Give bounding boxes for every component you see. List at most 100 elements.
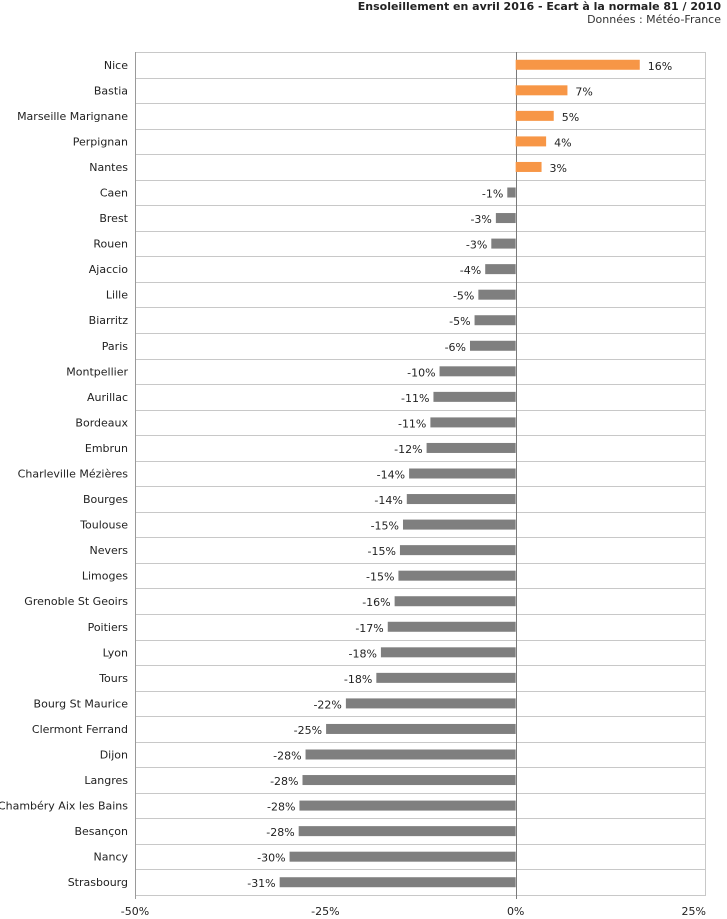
category-label: Clermont Ferrand <box>32 723 128 736</box>
bar-22 <box>387 621 516 632</box>
bar-19 <box>399 545 516 556</box>
chart-header: Ensoleillement en avril 2016 - Ecart à l… <box>358 0 721 26</box>
gridlines <box>135 52 706 899</box>
category-label: Marseille Marignane <box>17 110 128 123</box>
bar-2 <box>515 110 554 121</box>
x-tick-label: -50% <box>121 905 149 918</box>
chart-subtitle: Données : Météo-France <box>587 13 721 26</box>
category-label: Embrun <box>85 442 128 455</box>
bar-12 <box>439 366 516 377</box>
category-label: Poitiers <box>88 621 129 634</box>
data-label: 5% <box>562 111 579 124</box>
category-label: Brest <box>99 212 128 225</box>
category-label: Charleville Mézières <box>18 468 129 481</box>
data-label: -1% <box>482 188 503 201</box>
bar-31 <box>289 851 516 862</box>
category-label: Toulouse <box>79 519 128 532</box>
category-label: Limoges <box>82 570 128 583</box>
bar-1 <box>515 85 568 96</box>
data-label: -6% <box>445 341 466 354</box>
bar-25 <box>345 698 516 709</box>
bar-11 <box>469 340 516 351</box>
bar-24 <box>376 672 516 683</box>
category-label: Caen <box>100 187 128 200</box>
data-label: -17% <box>355 622 383 635</box>
category-label: Biarritz <box>89 314 129 327</box>
bars <box>279 59 640 888</box>
category-label: Aurillac <box>87 391 128 404</box>
category-label: Nice <box>104 59 128 72</box>
category-label: Strasbourg <box>68 876 128 889</box>
category-label: Nevers <box>89 544 128 557</box>
bar-3 <box>515 136 547 147</box>
data-label: -18% <box>344 673 372 686</box>
category-label: Chambéry Aix les Bains <box>0 800 128 813</box>
bar-28 <box>302 775 516 786</box>
data-label: 7% <box>575 85 592 98</box>
data-label: -25% <box>294 724 322 737</box>
bar-15 <box>426 442 516 453</box>
category-label: Langres <box>84 774 128 787</box>
bar-32 <box>279 877 516 888</box>
data-label: -16% <box>362 596 390 609</box>
bar-0 <box>515 59 640 70</box>
bar-13 <box>433 391 516 402</box>
data-label: -5% <box>453 290 474 303</box>
bar-21 <box>394 596 516 607</box>
data-label: -15% <box>366 571 394 584</box>
x-tick-label: 25% <box>682 905 706 918</box>
data-label: -14% <box>377 469 405 482</box>
category-label: Bastia <box>94 84 128 97</box>
x-tick-label: 0% <box>507 905 524 918</box>
bar-8 <box>485 264 516 275</box>
data-label: -15% <box>368 545 396 558</box>
bar-16 <box>409 468 516 479</box>
data-label: -10% <box>407 366 435 379</box>
data-label: -15% <box>371 520 399 533</box>
data-label: -3% <box>470 213 491 226</box>
bar-17 <box>406 494 516 505</box>
bar-14 <box>430 417 516 428</box>
category-label: Nancy <box>94 851 129 864</box>
data-label: -22% <box>313 698 341 711</box>
category-label: Grenoble St Geoirs <box>24 595 128 608</box>
category-label: Tours <box>98 672 128 685</box>
bar-18 <box>402 519 516 530</box>
bar-9 <box>478 289 516 300</box>
bar-27 <box>305 749 516 760</box>
chart-title: Ensoleillement en avril 2016 - Ecart à l… <box>357 0 721 13</box>
data-label: -18% <box>348 647 376 660</box>
bar-4 <box>515 161 542 172</box>
data-label: -28% <box>267 801 295 814</box>
category-label: Bourg St Maurice <box>34 697 129 710</box>
data-label: -3% <box>466 239 487 252</box>
data-label: -28% <box>266 826 294 839</box>
category-label: Besançon <box>74 825 128 838</box>
data-label: -31% <box>247 877 275 890</box>
category-label: Lyon <box>103 646 128 659</box>
data-label: -4% <box>460 264 481 277</box>
data-label: -30% <box>257 852 285 865</box>
bar-10 <box>474 315 516 326</box>
data-label: -14% <box>374 494 402 507</box>
category-label: Montpellier <box>66 365 128 378</box>
bar-30 <box>298 826 516 837</box>
data-label: 16% <box>648 60 672 73</box>
bar-20 <box>398 570 516 581</box>
data-label: -11% <box>398 417 426 430</box>
category-label: Dijon <box>100 749 128 762</box>
data-label: -28% <box>270 775 298 788</box>
category-label: Ajaccio <box>89 263 128 276</box>
bar-29 <box>299 800 516 811</box>
labels: Nice 16% Bastia 7% Marseille Marignane 5% Perp… <box>0 59 706 918</box>
bar-23 <box>380 647 516 658</box>
data-label: -28% <box>273 750 301 763</box>
bar-5 <box>507 187 516 198</box>
data-label: -5% <box>449 315 470 328</box>
category-label: Bourges <box>83 493 128 506</box>
bar-26 <box>326 723 516 734</box>
category-label: Nantes <box>89 161 128 174</box>
bar-6 <box>495 213 516 224</box>
x-tick-label: -25% <box>311 905 339 918</box>
